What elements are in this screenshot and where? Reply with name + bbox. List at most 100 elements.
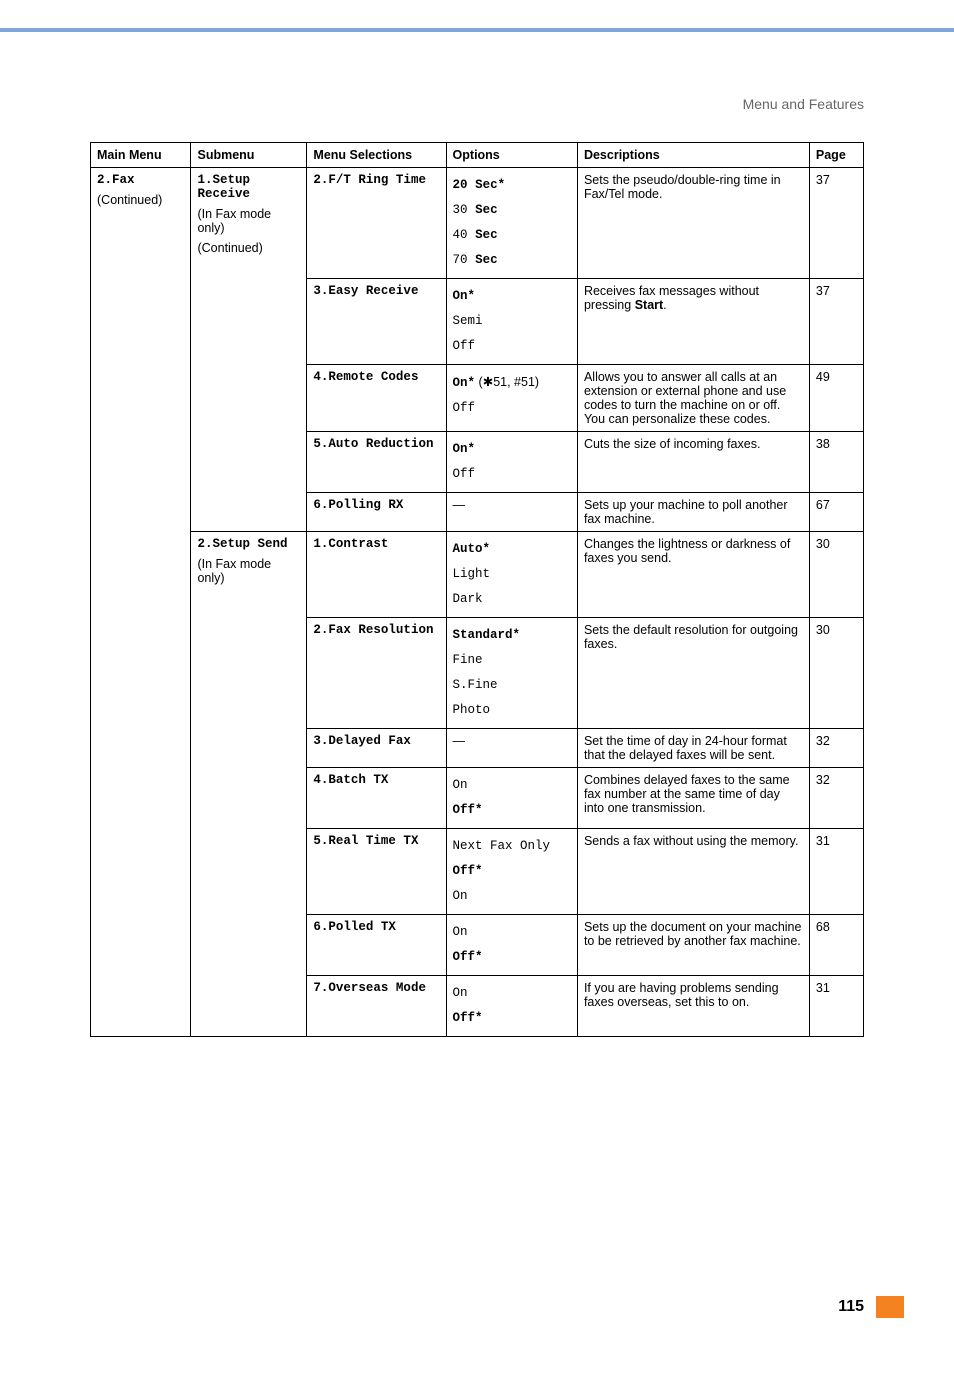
- options-cell: Standard* Fine S.Fine Photo: [446, 618, 577, 729]
- opt: On*: [453, 289, 476, 303]
- desc-text: Receives fax messages without pressing: [584, 284, 759, 312]
- page-cell: 38: [809, 432, 863, 493]
- options-cell: On* Semi Off: [446, 279, 577, 365]
- desc-cell: Sends a fax without using the memory.: [577, 829, 809, 915]
- col-descriptions: Descriptions: [577, 143, 809, 168]
- opt: Light: [453, 562, 571, 587]
- opt: Off*: [453, 803, 483, 817]
- desc-cell: Cuts the size of incoming faxes.: [577, 432, 809, 493]
- col-page: Page: [809, 143, 863, 168]
- options-cell: On* Off: [446, 432, 577, 493]
- header-section-text: Menu and Features: [0, 96, 954, 112]
- submenu1-mode: (In Fax mode only): [197, 207, 300, 235]
- options-cell: On Off*: [446, 768, 577, 829]
- opt: On*: [453, 376, 476, 390]
- selection-text: 3.Easy Receive: [313, 284, 418, 298]
- desc-cell: Sets the default resolution for outgoing…: [577, 618, 809, 729]
- opt: Fine: [453, 648, 571, 673]
- table-container: Main Menu Submenu Menu Selections Option…: [0, 112, 954, 1037]
- submenu2-mode: (In Fax mode only): [197, 557, 300, 585]
- opt: On: [453, 773, 571, 798]
- selection-text: 4.Remote Codes: [313, 370, 418, 384]
- page-cell: 31: [809, 976, 863, 1037]
- options-cell: On* (✱51, #51) Off: [446, 365, 577, 432]
- desc-text: .: [663, 298, 666, 312]
- desc-cell: Set the time of day in 24-hour format th…: [577, 729, 809, 768]
- desc-cell: Combines delayed faxes to the same fax n…: [577, 768, 809, 829]
- opt: 51, #51): [493, 375, 539, 389]
- selection-text: 6.Polling RX: [313, 498, 403, 512]
- opt: Off*: [453, 1011, 483, 1025]
- selection-cell: 5.Real Time TX: [307, 829, 446, 915]
- desc-cell: Sets the pseudo/double-ring time in Fax/…: [577, 168, 809, 279]
- selection-text: 7.Overseas Mode: [313, 981, 426, 995]
- page-cell: 30: [809, 532, 863, 618]
- selection-cell: 2.F/T Ring Time: [307, 168, 446, 279]
- options-cell: Auto* Light Dark: [446, 532, 577, 618]
- selection-text: 5.Real Time TX: [313, 834, 418, 848]
- submenu2-title: 2.Setup Send: [197, 537, 287, 551]
- selection-cell: 3.Easy Receive: [307, 279, 446, 365]
- opt: 40: [453, 228, 476, 242]
- desc-cell: Receives fax messages without pressing S…: [577, 279, 809, 365]
- selection-text: 2.Fax Resolution: [313, 623, 433, 637]
- opt: Semi: [453, 309, 571, 334]
- submenu1-cont: (Continued): [197, 241, 300, 255]
- submenu1-title: 1.Setup Receive: [197, 173, 250, 201]
- opt: Off: [453, 334, 571, 359]
- selection-cell: 6.Polled TX: [307, 915, 446, 976]
- opt: Auto*: [453, 542, 491, 556]
- opt: Sec: [475, 253, 498, 267]
- main-menu-cont: (Continued): [97, 193, 184, 207]
- page-cell: 31: [809, 829, 863, 915]
- page-cell: 30: [809, 618, 863, 729]
- desc-bold: Start: [635, 298, 663, 312]
- col-main-menu: Main Menu: [91, 143, 191, 168]
- selection-cell: 4.Batch TX: [307, 768, 446, 829]
- table-row: 2.Setup Send (In Fax mode only) 1.Contra…: [91, 532, 864, 618]
- header-row: Main Menu Submenu Menu Selections Option…: [91, 143, 864, 168]
- main-menu-title: 2.Fax: [97, 173, 135, 187]
- opt: On*: [453, 442, 476, 456]
- opt: (: [475, 375, 483, 389]
- top-border-bar: [0, 28, 954, 68]
- selection-cell: 3.Delayed Fax: [307, 729, 446, 768]
- col-submenu: Submenu: [191, 143, 307, 168]
- submenu-cell: 1.Setup Receive (In Fax mode only) (Cont…: [191, 168, 307, 532]
- page-cell: 37: [809, 168, 863, 279]
- submenu-cell: 2.Setup Send (In Fax mode only): [191, 532, 307, 1037]
- selection-text: 1.Contrast: [313, 537, 388, 551]
- opt: Off: [453, 462, 571, 487]
- col-options: Options: [446, 143, 577, 168]
- selection-cell: 4.Remote Codes: [307, 365, 446, 432]
- opt: Off*: [453, 864, 483, 878]
- page-cell: 37: [809, 279, 863, 365]
- opt: Photo: [453, 698, 571, 723]
- desc-cell: If you are having problems sending faxes…: [577, 976, 809, 1037]
- opt: Standard*: [453, 628, 521, 642]
- selection-cell: 6.Polling RX: [307, 493, 446, 532]
- page-number: 115: [838, 1298, 864, 1316]
- page-cell: 32: [809, 768, 863, 829]
- selection-text: 2.F/T Ring Time: [313, 173, 426, 187]
- opt: Sec: [475, 203, 498, 217]
- opt: 20: [453, 178, 476, 192]
- options-cell: —: [446, 493, 577, 532]
- table-row: 2.Fax (Continued) 1.Setup Receive (In Fa…: [91, 168, 864, 279]
- opt: On: [453, 920, 571, 945]
- options-cell: Next Fax Only Off* On: [446, 829, 577, 915]
- main-menu-cell: 2.Fax (Continued): [91, 168, 191, 1037]
- opt: Sec*: [475, 178, 505, 192]
- opt: Off*: [453, 950, 483, 964]
- orange-side-tab: [876, 1296, 904, 1318]
- opt: Off: [453, 396, 571, 421]
- desc-cell: Sets up your machine to poll another fax…: [577, 493, 809, 532]
- opt: Sec: [475, 228, 498, 242]
- opt: S.Fine: [453, 673, 571, 698]
- options-cell: —: [446, 729, 577, 768]
- desc-cell: Sets up the document on your machine to …: [577, 915, 809, 976]
- opt: Next Fax Only: [453, 834, 571, 859]
- selection-cell: 2.Fax Resolution: [307, 618, 446, 729]
- selection-cell: 7.Overseas Mode: [307, 976, 446, 1037]
- selection-cell: 5.Auto Reduction: [307, 432, 446, 493]
